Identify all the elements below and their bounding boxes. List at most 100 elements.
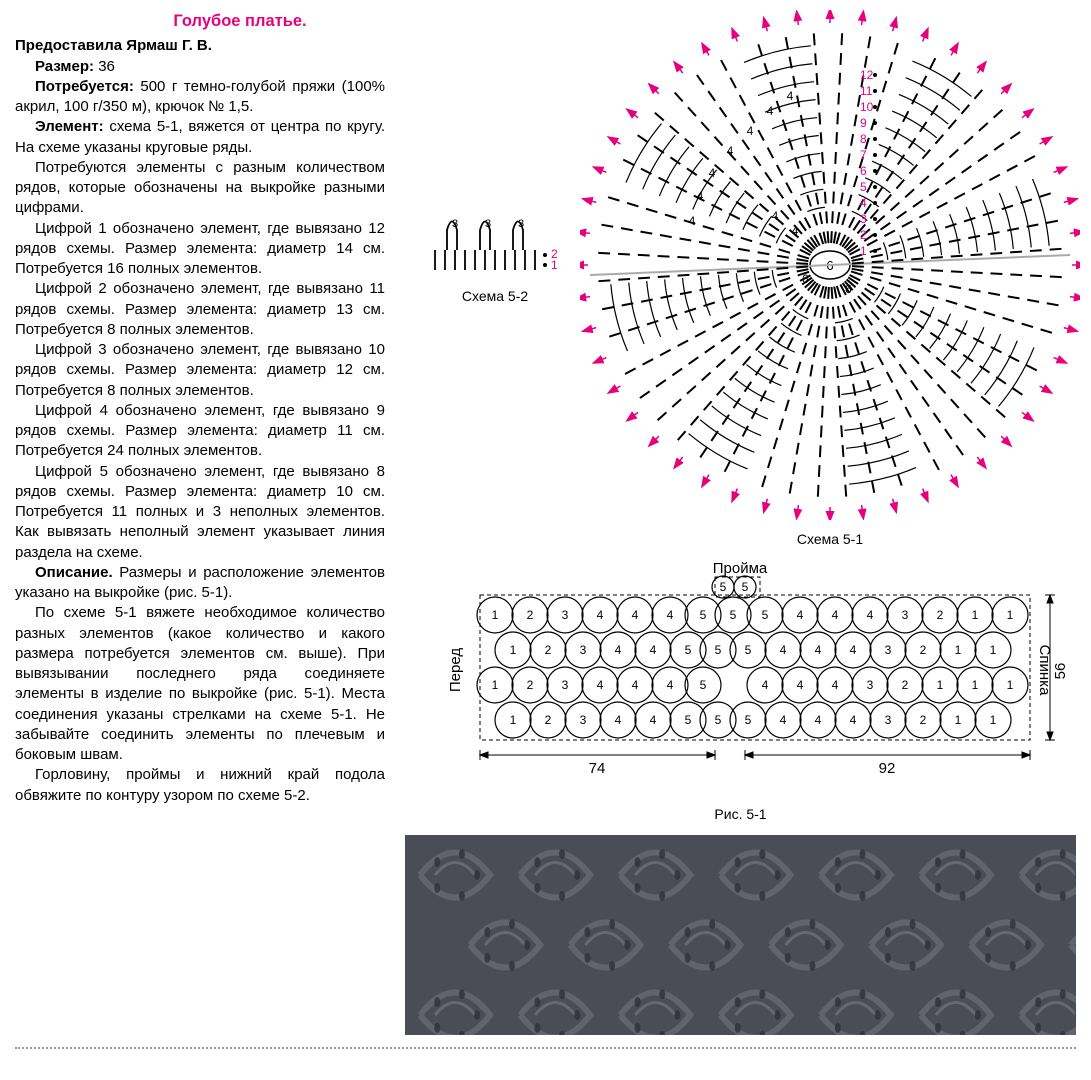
svg-text:3: 3 <box>860 212 867 226</box>
svg-text:4: 4 <box>797 678 804 692</box>
page-divider <box>15 1047 1076 1049</box>
svg-text:8: 8 <box>860 132 867 146</box>
svg-text:5: 5 <box>685 643 692 657</box>
svg-text:2: 2 <box>545 713 552 727</box>
svg-text:4: 4 <box>650 643 657 657</box>
svg-text:1: 1 <box>551 258 558 272</box>
svg-text:4: 4 <box>632 608 639 622</box>
crochet-diagrams: 3 3 3 2 1 Схема 5-2 <box>405 10 1076 550</box>
svg-text:4: 4 <box>762 678 769 692</box>
svg-text:4: 4 <box>597 608 604 622</box>
diagrams-column: 3 3 3 2 1 Схема 5-2 <box>405 10 1076 1035</box>
svg-text:92: 92 <box>879 760 896 777</box>
svg-text:5: 5 <box>685 713 692 727</box>
para-4: Цифрой 3 обозначено элемент, где вывязан… <box>15 340 385 401</box>
svg-text:1: 1 <box>1007 678 1014 692</box>
para-2: Цифрой 1 обозначено элемент, где вывязан… <box>15 219 385 280</box>
svg-text:1: 1 <box>1007 608 1014 622</box>
svg-text:9: 9 <box>860 116 867 130</box>
schema-5-2: 3 3 3 2 1 Схема 5-2 <box>425 205 565 306</box>
svg-text:4: 4 <box>815 643 822 657</box>
svg-text:1: 1 <box>972 678 979 692</box>
svg-text:4: 4 <box>792 224 799 238</box>
para-3: Цифрой 2 обозначено элемент, где вывязан… <box>15 279 385 340</box>
svg-text:4: 4 <box>780 643 787 657</box>
svg-text:2: 2 <box>902 678 909 692</box>
para-8: Горловину, проймы и нижний край подола о… <box>15 765 385 806</box>
svg-text:5: 5 <box>700 608 707 622</box>
svg-text:74: 74 <box>589 760 606 777</box>
svg-text:4: 4 <box>867 608 874 622</box>
svg-text:4: 4 <box>797 608 804 622</box>
svg-text:5: 5 <box>745 713 752 727</box>
svg-text:2: 2 <box>527 608 534 622</box>
svg-text:4: 4 <box>787 89 794 103</box>
svg-text:12: 12 <box>860 68 874 82</box>
svg-text:2: 2 <box>545 643 552 657</box>
svg-text:4: 4 <box>697 189 704 203</box>
svg-text:5: 5 <box>762 608 769 622</box>
schema-5-1-label: Схема 5-1 <box>580 530 1080 549</box>
svg-text:4: 4 <box>767 104 774 118</box>
para-1: Потребуются элементы с разным количество… <box>15 158 385 219</box>
layout-caption: Рис. 5-1 <box>405 805 1076 824</box>
svg-text:3: 3 <box>885 713 892 727</box>
para-7: По схеме 5-1 вяжете необходимое количест… <box>15 603 385 765</box>
svg-text:4: 4 <box>597 678 604 692</box>
svg-text:3: 3 <box>885 643 892 657</box>
svg-text:5: 5 <box>745 643 752 657</box>
svg-text:1: 1 <box>955 713 962 727</box>
svg-text:Спинка: Спинка <box>1036 645 1053 697</box>
svg-text:4: 4 <box>709 166 716 180</box>
svg-text:5: 5 <box>730 608 737 622</box>
svg-text:4: 4 <box>860 196 867 210</box>
svg-text:10: 10 <box>860 100 874 114</box>
svg-text:4: 4 <box>689 214 696 228</box>
svg-text:1: 1 <box>492 678 499 692</box>
svg-text:1: 1 <box>860 244 867 258</box>
svg-text:5: 5 <box>860 180 867 194</box>
svg-text:6: 6 <box>845 282 852 296</box>
svg-text:3: 3 <box>902 608 909 622</box>
svg-text:3: 3 <box>867 678 874 692</box>
desc-line: Описание. Размеры и расположение элемент… <box>15 563 385 604</box>
svg-text:1: 1 <box>990 643 997 657</box>
size-line: Размер: 36 <box>15 57 385 77</box>
svg-text:4: 4 <box>615 643 622 657</box>
svg-text:4: 4 <box>747 124 754 138</box>
svg-text:3: 3 <box>580 713 587 727</box>
svg-text:1: 1 <box>510 643 517 657</box>
para-5: Цифрой 4 обозначено элемент, где вывязан… <box>15 401 385 462</box>
svg-text:2: 2 <box>860 228 867 242</box>
schema-5-2-label: Схема 5-2 <box>425 287 565 306</box>
svg-text:1: 1 <box>492 608 499 622</box>
svg-text:3: 3 <box>485 218 491 230</box>
svg-text:7: 7 <box>860 148 867 162</box>
svg-text:11: 11 <box>860 84 873 98</box>
svg-text:2: 2 <box>527 678 534 692</box>
credit-line: Предоставила Ярмаш Г. В. <box>15 36 385 56</box>
text-column: Голубое платье. Предоставила Ярмаш Г. В.… <box>15 10 385 1035</box>
svg-text:4: 4 <box>650 713 657 727</box>
svg-text:3: 3 <box>518 218 524 230</box>
element-line: Элемент: схема 5-1, вяжется от центра по… <box>15 117 385 158</box>
materials-line: Потребуется: 500 г темно-голубой пряжи (… <box>15 77 385 118</box>
svg-text:4: 4 <box>727 144 734 158</box>
svg-text:4: 4 <box>632 678 639 692</box>
svg-text:5: 5 <box>715 713 722 727</box>
texture-swatch <box>405 835 1076 1035</box>
svg-text:4: 4 <box>832 608 839 622</box>
svg-text:5: 5 <box>720 580 727 594</box>
svg-text:6: 6 <box>860 164 867 178</box>
svg-text:4: 4 <box>850 643 857 657</box>
svg-text:5: 5 <box>700 678 707 692</box>
svg-text:1: 1 <box>990 713 997 727</box>
svg-text:3: 3 <box>580 643 587 657</box>
svg-text:4: 4 <box>815 713 822 727</box>
svg-text:1: 1 <box>510 713 517 727</box>
svg-text:2: 2 <box>920 643 927 657</box>
svg-text:3: 3 <box>562 608 569 622</box>
svg-text:2: 2 <box>920 713 927 727</box>
svg-text:3: 3 <box>562 678 569 692</box>
svg-text:4: 4 <box>667 608 674 622</box>
